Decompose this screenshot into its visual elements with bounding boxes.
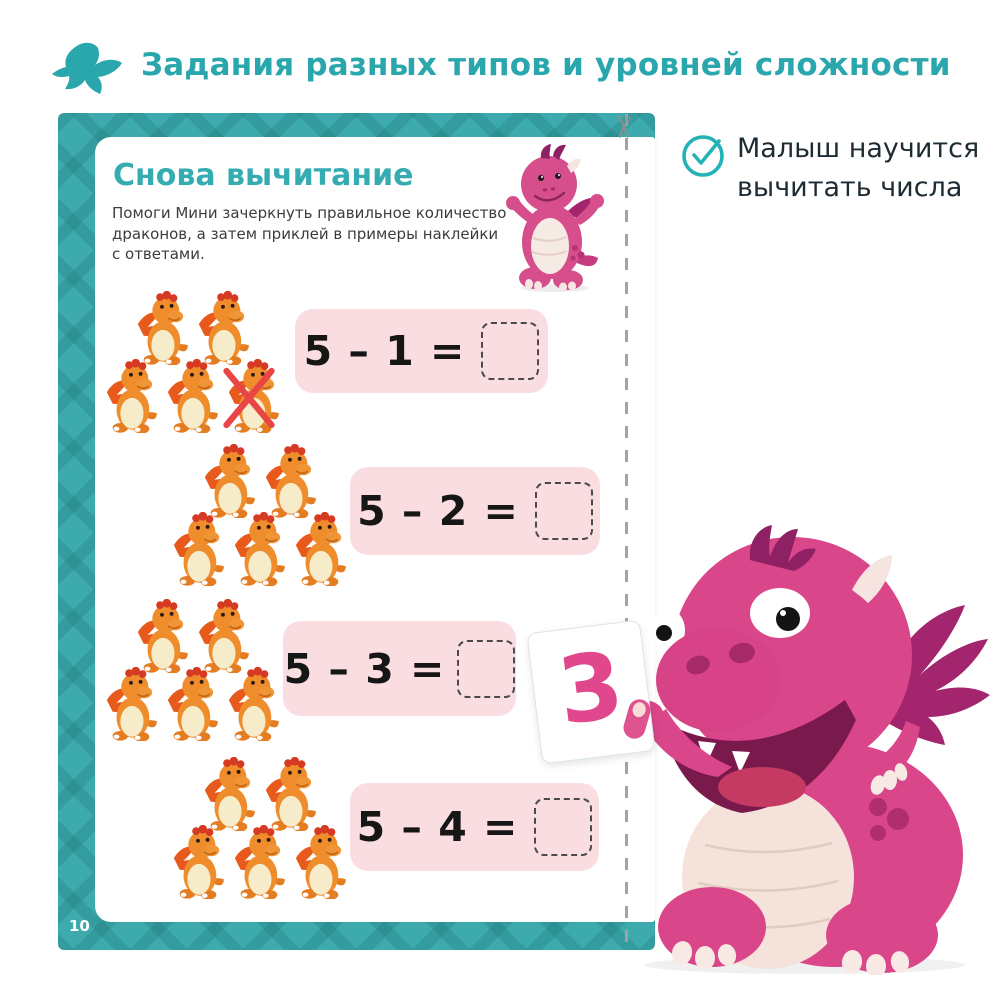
answer-slot bbox=[457, 639, 516, 698]
answer-slot bbox=[534, 798, 593, 856]
dragon-figure bbox=[201, 757, 255, 831]
dragon-figure bbox=[225, 667, 279, 741]
dragon-figure bbox=[292, 825, 346, 899]
dragon-group-3 bbox=[103, 599, 279, 741]
answer-slot bbox=[534, 482, 593, 540]
dragon-figure bbox=[103, 359, 157, 433]
bird-icon bbox=[52, 42, 122, 94]
benefit-line-2: вычитать числа bbox=[737, 172, 963, 203]
dragon-figure bbox=[134, 599, 188, 673]
mini-dragon-illustration bbox=[506, 144, 604, 292]
dragon-figure bbox=[170, 825, 224, 899]
answer-slot bbox=[481, 322, 540, 380]
equation-text: 5 – 3 = bbox=[283, 644, 446, 693]
dragon-figure bbox=[231, 512, 285, 586]
dragon-group-4 bbox=[170, 757, 346, 899]
dragon-group-1 bbox=[103, 291, 279, 433]
answer-sticker: 3 bbox=[526, 619, 656, 765]
equation-box-3: 5 – 3 = bbox=[283, 621, 516, 716]
dragon-figure bbox=[164, 359, 218, 433]
dragon-figure bbox=[195, 291, 249, 365]
dragon-figure-crossed bbox=[223, 359, 279, 433]
dragon-figure bbox=[231, 825, 285, 899]
check-icon bbox=[682, 135, 724, 177]
benefit-text: Малыш научится вычитать числа bbox=[737, 129, 979, 207]
dragon-figure bbox=[164, 667, 218, 741]
dragon-figure bbox=[201, 444, 255, 518]
equation-box-2: 5 – 2 = bbox=[350, 467, 600, 555]
scissors-icon: ✂ bbox=[605, 114, 641, 141]
dragon-figure bbox=[134, 291, 188, 365]
equation-text: 5 – 2 = bbox=[357, 487, 519, 535]
dragon-figure bbox=[103, 667, 157, 741]
benefit-line-1: Малыш научится bbox=[737, 133, 980, 164]
page-number: 10 bbox=[69, 917, 90, 935]
dragon-figure bbox=[262, 444, 316, 518]
big-dragon-illustration bbox=[630, 525, 990, 975]
header-title: Задания разных типов и уровней сложности bbox=[141, 47, 951, 83]
dragon-group-2 bbox=[170, 444, 346, 586]
dragon-figure bbox=[292, 512, 346, 586]
equation-text: 5 – 1 = bbox=[303, 327, 466, 375]
cross-out-mark bbox=[223, 367, 275, 429]
instructions-text: Помоги Мини зачеркнуть правильное количе… bbox=[112, 204, 507, 264]
cut-line bbox=[625, 114, 628, 947]
equation-box-1: 5 – 1 = bbox=[295, 309, 548, 393]
dragon-figure bbox=[262, 757, 316, 831]
sticker-number: 3 bbox=[552, 631, 629, 746]
dragon-figure bbox=[195, 599, 249, 673]
equation-text: 5 – 4 = bbox=[356, 803, 519, 851]
dragon-figure bbox=[170, 512, 224, 586]
equation-box-4: 5 – 4 = bbox=[350, 783, 599, 871]
page-title: Снова вычитание bbox=[113, 158, 414, 193]
